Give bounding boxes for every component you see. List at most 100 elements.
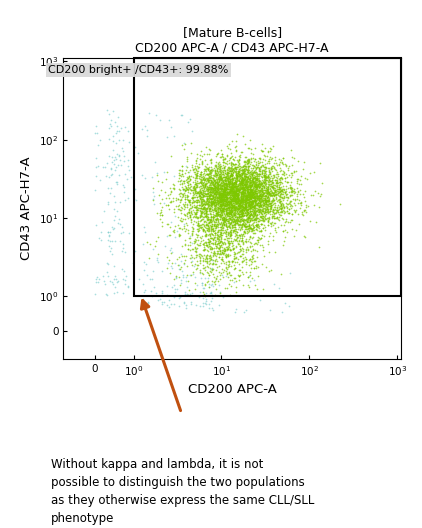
Point — [265, 186, 272, 195]
Point — [216, 244, 223, 252]
Point — [216, 202, 223, 210]
Point — [246, 225, 252, 234]
Point — [223, 231, 230, 240]
Point — [207, 192, 214, 201]
Point — [303, 208, 310, 216]
Point — [219, 246, 225, 254]
Point — [278, 183, 284, 191]
Point — [121, 183, 127, 192]
Point — [235, 238, 241, 247]
Point — [192, 191, 199, 200]
Point — [255, 204, 262, 213]
Point — [187, 180, 194, 188]
Point — [231, 203, 238, 212]
Point — [251, 194, 258, 202]
Point — [222, 188, 228, 196]
Point — [222, 185, 228, 194]
Point — [143, 132, 150, 140]
Point — [298, 201, 305, 209]
Point — [291, 195, 298, 204]
Point — [198, 190, 205, 198]
Point — [252, 189, 258, 197]
Point — [187, 246, 194, 254]
Point — [232, 219, 239, 228]
Point — [205, 230, 212, 238]
Point — [233, 216, 240, 225]
Point — [241, 202, 248, 210]
Point — [120, 266, 127, 275]
Point — [238, 193, 245, 201]
Point — [189, 203, 196, 211]
Point — [226, 182, 233, 191]
Point — [208, 200, 215, 208]
Point — [232, 205, 239, 213]
Point — [206, 207, 212, 215]
Point — [164, 264, 170, 272]
Point — [220, 190, 227, 199]
Point — [238, 169, 245, 178]
Point — [227, 172, 234, 181]
Point — [243, 209, 249, 217]
Point — [245, 272, 252, 281]
Point — [251, 180, 258, 188]
Point — [214, 193, 220, 201]
Point — [222, 201, 229, 209]
Point — [251, 182, 257, 190]
Point — [271, 224, 278, 232]
Point — [122, 276, 128, 284]
Point — [188, 209, 195, 217]
Point — [268, 187, 275, 195]
Point — [217, 241, 224, 250]
Point — [238, 162, 245, 171]
Point — [250, 218, 257, 226]
Point — [258, 192, 265, 201]
Point — [176, 253, 183, 261]
Point — [225, 183, 232, 192]
Point — [245, 193, 252, 201]
Point — [238, 195, 244, 203]
Point — [266, 147, 273, 156]
Point — [278, 211, 284, 220]
Point — [232, 224, 239, 233]
Point — [233, 195, 239, 204]
Point — [193, 221, 200, 230]
Point — [240, 191, 246, 200]
Point — [235, 217, 242, 225]
Point — [211, 180, 217, 188]
Point — [227, 196, 234, 205]
Point — [232, 220, 238, 229]
Point — [261, 201, 268, 210]
Point — [205, 175, 211, 184]
Point — [225, 239, 232, 248]
Point — [268, 191, 275, 199]
Point — [196, 201, 203, 209]
Point — [203, 239, 210, 247]
Point — [261, 176, 268, 185]
Point — [176, 185, 183, 194]
Point — [214, 197, 220, 205]
Point — [211, 248, 217, 256]
Point — [247, 194, 254, 203]
Point — [164, 282, 170, 290]
Point — [203, 208, 209, 216]
Point — [111, 272, 118, 280]
Point — [242, 200, 249, 209]
Point — [257, 190, 263, 198]
Point — [223, 221, 230, 230]
Point — [195, 204, 202, 212]
Point — [197, 167, 204, 176]
Point — [197, 176, 204, 184]
Point — [210, 199, 217, 208]
Point — [294, 177, 300, 185]
Point — [214, 149, 221, 157]
Point — [224, 187, 231, 195]
Point — [246, 192, 252, 200]
Point — [221, 190, 227, 199]
Point — [193, 245, 200, 253]
Point — [192, 210, 198, 219]
Point — [218, 218, 225, 226]
Point — [274, 183, 281, 192]
Point — [223, 204, 230, 212]
Point — [243, 157, 250, 166]
Point — [242, 237, 249, 246]
